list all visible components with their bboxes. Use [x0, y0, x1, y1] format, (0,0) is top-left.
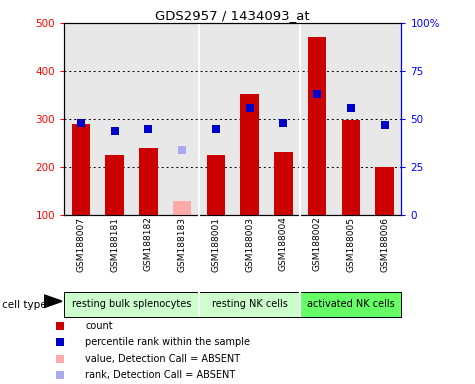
Bar [375, 167, 394, 215]
Bar [342, 121, 360, 215]
Text: GSM188001: GSM188001 [211, 217, 220, 271]
Text: GSM188182: GSM188182 [144, 217, 153, 271]
Point [179, 147, 186, 153]
Point [56, 339, 64, 345]
Text: GSM188183: GSM188183 [178, 217, 187, 271]
Point [246, 104, 254, 111]
Bar [308, 38, 326, 215]
Point [212, 126, 219, 132]
Bar [199, 292, 300, 317]
Text: activated NK cells: activated NK cells [307, 299, 395, 310]
Text: GSM188007: GSM188007 [76, 217, 86, 271]
Text: GSM188002: GSM188002 [313, 217, 322, 271]
Bar [274, 152, 293, 215]
Point [56, 323, 64, 329]
Point [347, 104, 354, 111]
Bar [240, 94, 259, 215]
Point [381, 122, 389, 128]
Bar [173, 200, 191, 215]
Point [77, 120, 85, 126]
Text: GSM188004: GSM188004 [279, 217, 288, 271]
Bar [139, 148, 158, 215]
Text: value, Detection Call = ABSENT: value, Detection Call = ABSENT [85, 354, 240, 364]
Bar [105, 155, 124, 215]
Point [56, 372, 64, 378]
Point [279, 120, 287, 126]
Point [111, 127, 119, 134]
Bar [207, 155, 225, 215]
Point [144, 126, 152, 132]
Text: GSM188005: GSM188005 [346, 217, 355, 271]
Text: resting NK cells: resting NK cells [212, 299, 287, 310]
Text: GSM188006: GSM188006 [380, 217, 389, 271]
Bar [72, 124, 90, 215]
Bar [300, 292, 401, 317]
Text: percentile rank within the sample: percentile rank within the sample [85, 337, 250, 347]
Point [56, 356, 64, 362]
Point [314, 91, 321, 97]
Text: resting bulk splenocytes: resting bulk splenocytes [72, 299, 191, 310]
Text: rank, Detection Call = ABSENT: rank, Detection Call = ABSENT [85, 370, 236, 380]
Text: GSM188181: GSM188181 [110, 217, 119, 271]
Text: count: count [85, 321, 113, 331]
Text: GSM188003: GSM188003 [245, 217, 254, 271]
Bar [64, 292, 199, 317]
Polygon shape [44, 295, 62, 308]
Title: GDS2957 / 1434093_at: GDS2957 / 1434093_at [155, 9, 310, 22]
Text: cell type: cell type [2, 300, 47, 310]
